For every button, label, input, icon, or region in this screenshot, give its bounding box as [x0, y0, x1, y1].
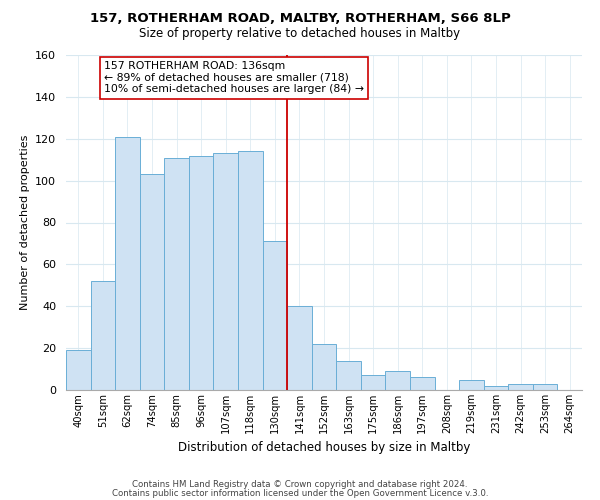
Text: Size of property relative to detached houses in Maltby: Size of property relative to detached ho… [139, 28, 461, 40]
Bar [361, 376, 385, 390]
Y-axis label: Number of detached properties: Number of detached properties [20, 135, 29, 310]
X-axis label: Distribution of detached houses by size in Maltby: Distribution of detached houses by size … [178, 442, 470, 454]
Text: 157 ROTHERHAM ROAD: 136sqm
← 89% of detached houses are smaller (718)
10% of sem: 157 ROTHERHAM ROAD: 136sqm ← 89% of deta… [104, 62, 364, 94]
Bar [91, 281, 115, 390]
Bar [189, 156, 214, 390]
Text: 157, ROTHERHAM ROAD, MALTBY, ROTHERHAM, S66 8LP: 157, ROTHERHAM ROAD, MALTBY, ROTHERHAM, … [89, 12, 511, 26]
Bar [459, 380, 484, 390]
Bar [533, 384, 557, 390]
Bar [336, 360, 361, 390]
Bar [214, 154, 238, 390]
Bar [410, 378, 434, 390]
Bar [508, 384, 533, 390]
Bar [287, 306, 312, 390]
Bar [238, 152, 263, 390]
Bar [484, 386, 508, 390]
Bar [115, 136, 140, 390]
Text: Contains public sector information licensed under the Open Government Licence v.: Contains public sector information licen… [112, 488, 488, 498]
Bar [385, 371, 410, 390]
Text: Contains HM Land Registry data © Crown copyright and database right 2024.: Contains HM Land Registry data © Crown c… [132, 480, 468, 489]
Bar [140, 174, 164, 390]
Bar [312, 344, 336, 390]
Bar [263, 242, 287, 390]
Bar [66, 350, 91, 390]
Bar [164, 158, 189, 390]
